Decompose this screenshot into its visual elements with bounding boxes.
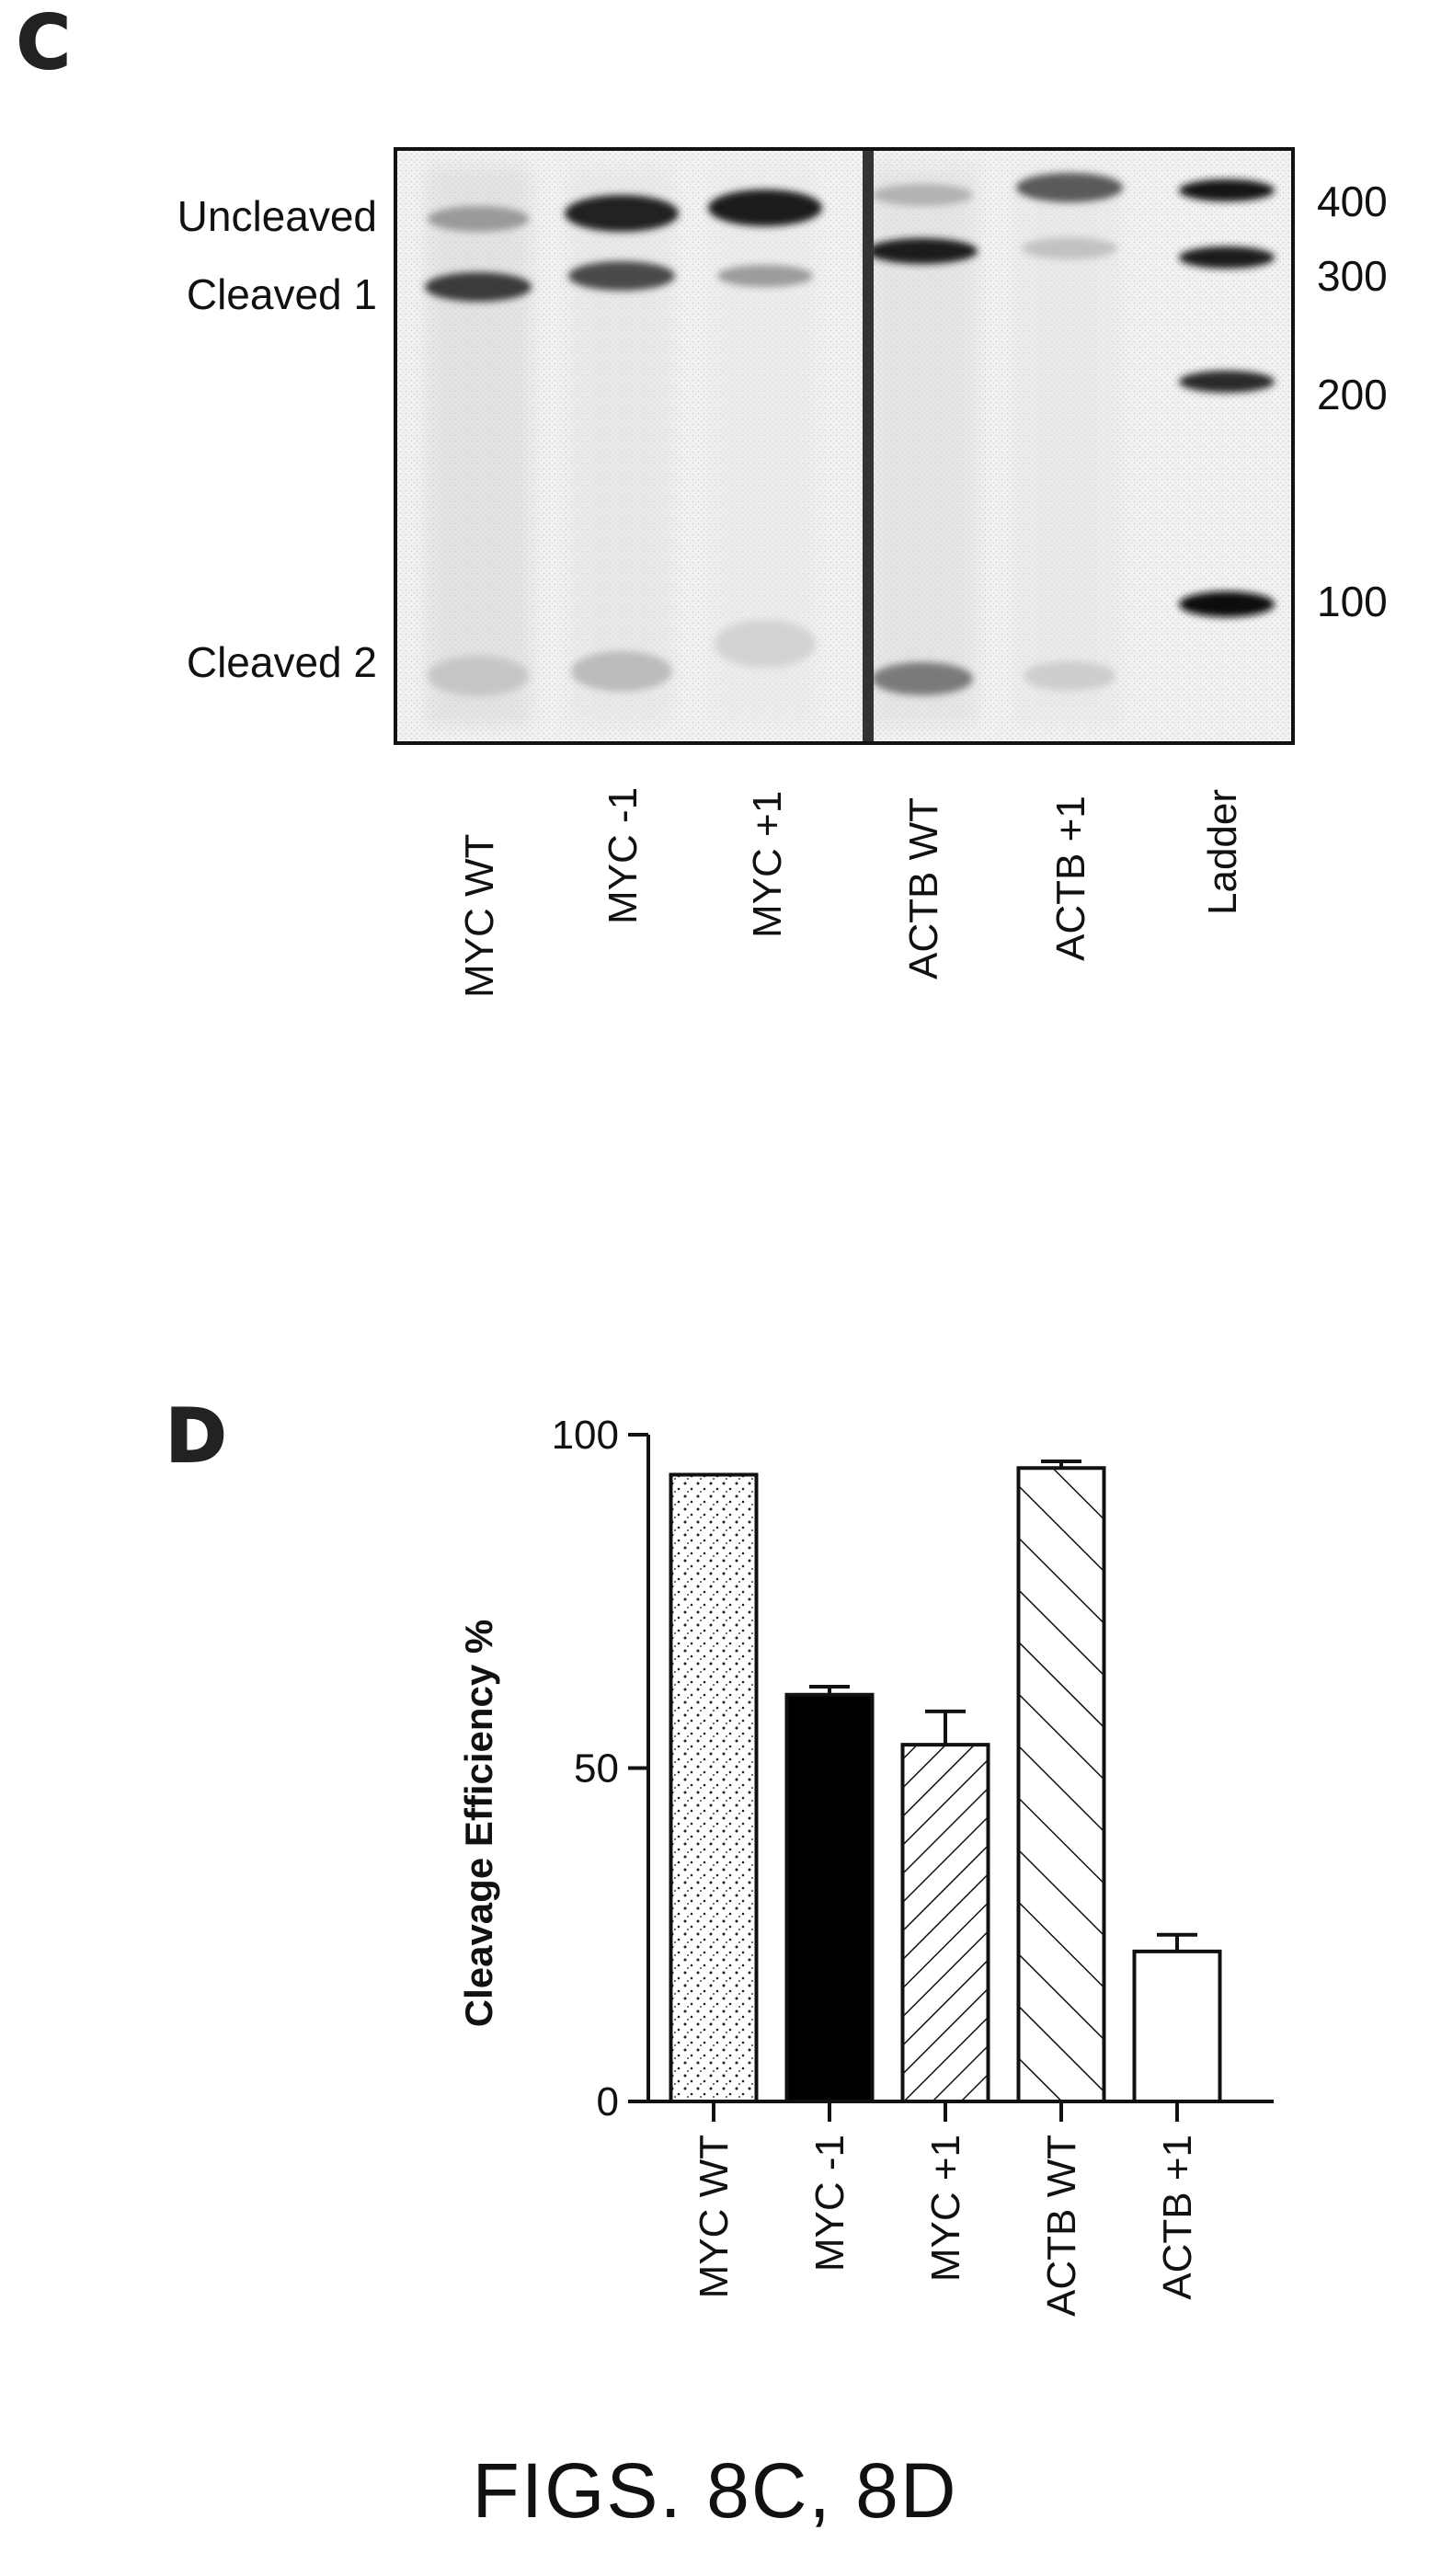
band-myc-plus1-uncleaved (708, 189, 822, 226)
bar-myc-1 (900, 1743, 990, 2103)
panel-d-letter: D (165, 1392, 227, 1480)
band-actb-wt-cleaved2 (872, 662, 973, 695)
y-tick-label: 50 (574, 1746, 619, 1792)
band-myc-plus1-cleaved2 (715, 620, 816, 668)
lane-smear (426, 166, 532, 727)
band-myc-minus1-cleaved2 (571, 651, 672, 692)
x-tick-label: ACTB +1 (1155, 2135, 1200, 2300)
band-label-cleaved-1: Cleaved 1 (186, 270, 377, 318)
band-myc-minus1-uncleaved (565, 195, 679, 232)
ladder-mark-100: 100 (1317, 578, 1388, 625)
x-tick-label: MYC WT (692, 2135, 737, 2298)
x-tick-label: MYC -1 (807, 2135, 852, 2272)
panel-c-letter: C (16, 0, 72, 86)
bar-myc-wt (669, 1472, 759, 2103)
ladder-band-100 (1179, 591, 1275, 617)
band-actb-wt-cleaved1 (867, 238, 978, 264)
band-myc-plus1-cleaved1 (717, 265, 813, 287)
bar-actb-1 (1132, 1949, 1222, 2103)
bar-actb-wt (1016, 1466, 1106, 2103)
x-tick-label: ACTB WT (1039, 2135, 1084, 2317)
band-actb-plus1-cleaved2 (1024, 661, 1115, 691)
gel-image (394, 147, 1295, 745)
x-tick-label: MYC +1 (923, 2135, 968, 2282)
band-myc-wt-cleaved2 (428, 656, 529, 696)
band-actb-plus1-uncleaved (1016, 173, 1123, 202)
band-myc-wt-uncleaved (428, 206, 529, 232)
band-myc-minus1-cleaved1 (568, 261, 675, 291)
figure-caption: FIGS. 8C, 8D (472, 2447, 958, 2534)
lane-smear (568, 166, 674, 727)
band-actb-plus1-cleaved1 (1022, 237, 1117, 259)
bar-chart: 0 50 100 Cleavage Efficiency % MYC WT MYC -1… (457, 1413, 1274, 2317)
ladder-band-300 (1179, 246, 1275, 269)
ladder-mark-300: 300 (1317, 252, 1388, 300)
ladder-mark-400: 400 (1317, 177, 1388, 225)
y-tick-label: 0 (597, 2079, 619, 2124)
band-label-uncleaved: Uncleaved (177, 192, 377, 240)
ladder-band-200 (1179, 371, 1275, 393)
band-label-cleaved-2: Cleaved 2 (186, 638, 377, 686)
bar-myc-1 (784, 1692, 875, 2103)
ladder-band-400 (1179, 179, 1275, 201)
gel-frame (394, 147, 1295, 745)
band-actb-wt-uncleaved (872, 184, 973, 206)
ladder-mark-200: 200 (1317, 371, 1388, 418)
band-myc-wt-cleaved1 (425, 272, 532, 302)
y-axis-label: Cleavage Efficiency % (457, 1620, 500, 2028)
y-tick-label: 100 (552, 1413, 619, 1458)
gel-divider (863, 147, 874, 745)
